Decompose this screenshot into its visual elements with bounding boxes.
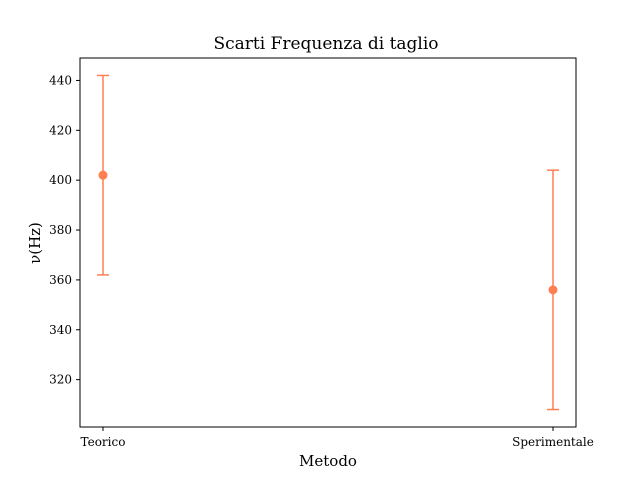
x-axis-ticks: Teorico Sperimentale [81, 427, 594, 449]
y-tick-label: 360 [49, 273, 72, 287]
data-point [548, 285, 558, 295]
x-tick-label: Sperimentale [512, 435, 594, 449]
y-tick-label: 420 [49, 123, 72, 137]
y-tick-label: 380 [49, 223, 72, 237]
y-axis-ticks: 320 340 360 380 400 420 440 [49, 73, 80, 387]
x-tick-label: Teorico [81, 435, 126, 449]
data-point [98, 170, 108, 180]
y-tick-label: 340 [49, 323, 72, 337]
y-tick-label: 440 [49, 73, 72, 87]
y-tick-label: 320 [49, 373, 72, 387]
y-tick-label: 400 [49, 173, 72, 187]
x-axis-label: Metodo [299, 452, 357, 470]
data-marks [97, 74, 559, 411]
plot-area [79, 57, 577, 428]
y-axis-label: ν(Hz) [26, 222, 44, 264]
chart-title: Scarti Frequenza di taglio [213, 34, 438, 54]
